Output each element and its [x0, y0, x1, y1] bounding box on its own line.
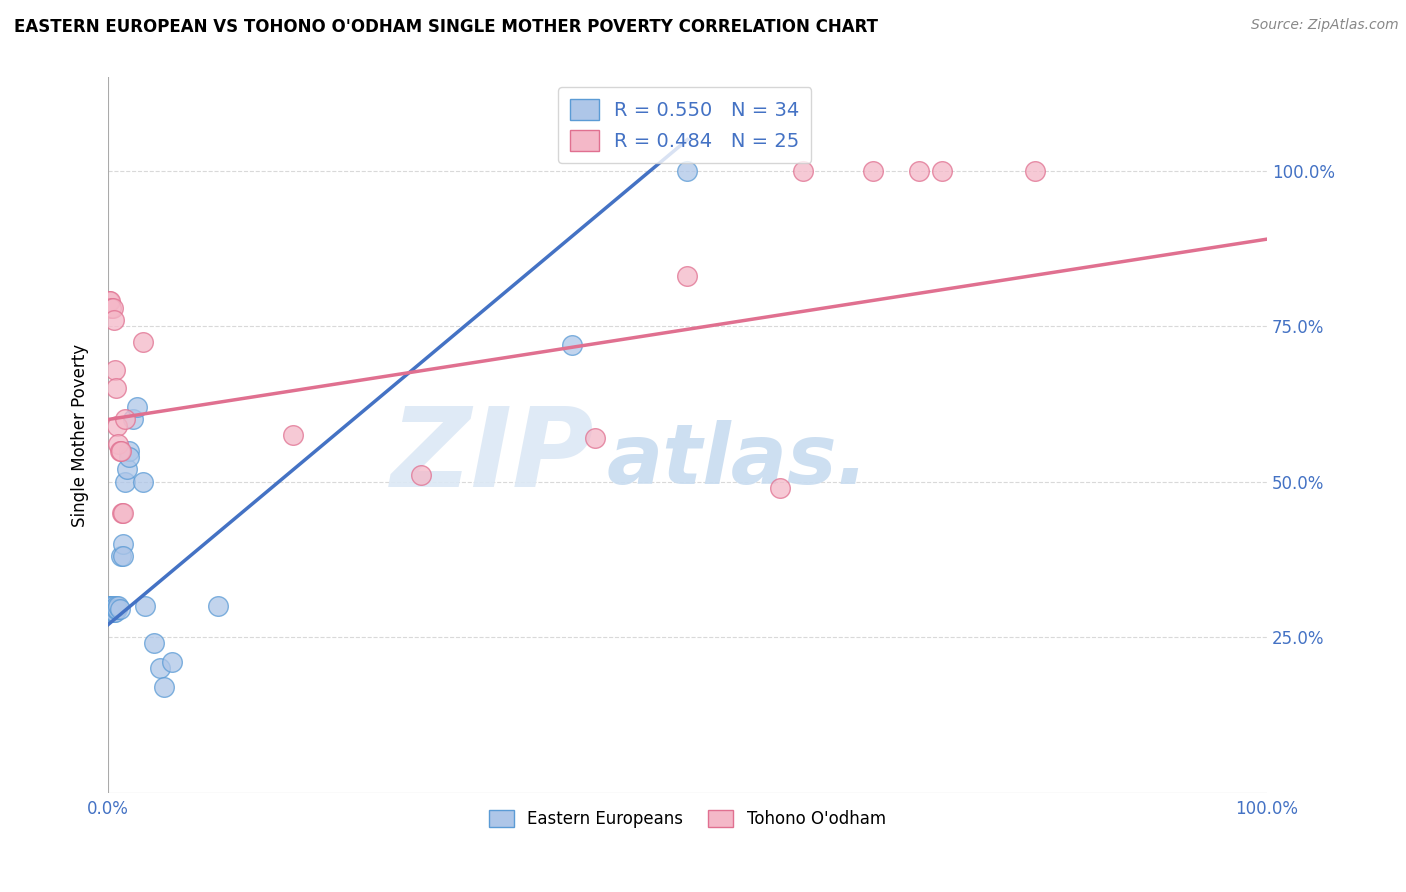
Point — [409, 468, 432, 483]
Point — [105, 599, 128, 613]
Point — [931, 163, 953, 178]
Point — [101, 301, 124, 315]
Point — [207, 599, 229, 613]
Point — [769, 481, 792, 495]
Point — [1024, 163, 1046, 178]
Point — [105, 602, 128, 616]
Point — [676, 269, 699, 284]
Point — [101, 599, 124, 613]
Point — [108, 443, 131, 458]
Text: ZIP: ZIP — [391, 403, 595, 510]
Point — [100, 602, 122, 616]
Point — [104, 605, 127, 619]
Text: Source: ZipAtlas.com: Source: ZipAtlas.com — [1251, 18, 1399, 32]
Point — [676, 163, 699, 178]
Text: EASTERN EUROPEAN VS TOHONO O'ODHAM SINGLE MOTHER POVERTY CORRELATION CHART: EASTERN EUROPEAN VS TOHONO O'ODHAM SINGL… — [14, 18, 879, 36]
Point — [110, 443, 132, 458]
Point — [132, 334, 155, 349]
Point — [107, 599, 129, 613]
Point — [108, 602, 131, 616]
Point — [152, 680, 174, 694]
Point — [143, 636, 166, 650]
Point — [160, 655, 183, 669]
Point — [561, 338, 583, 352]
Point — [110, 549, 132, 564]
Point — [112, 537, 135, 551]
Point — [105, 418, 128, 433]
Point — [103, 602, 125, 616]
Point — [583, 431, 606, 445]
Point — [125, 400, 148, 414]
Point — [107, 437, 129, 451]
Y-axis label: Single Mother Poverty: Single Mother Poverty — [72, 343, 89, 526]
Point — [132, 475, 155, 489]
Point — [112, 506, 135, 520]
Point — [115, 462, 138, 476]
Point — [122, 412, 145, 426]
Point — [98, 599, 121, 613]
Point — [111, 506, 134, 520]
Point — [104, 602, 127, 616]
Point — [101, 602, 124, 616]
Point — [105, 381, 128, 395]
Point — [114, 475, 136, 489]
Point — [114, 412, 136, 426]
Point — [149, 661, 172, 675]
Point — [98, 294, 121, 309]
Point — [103, 605, 125, 619]
Point — [98, 602, 121, 616]
Point — [908, 163, 931, 178]
Point — [283, 428, 305, 442]
Point — [104, 363, 127, 377]
Point — [100, 301, 122, 315]
Legend: Eastern Europeans, Tohono O'odham: Eastern Europeans, Tohono O'odham — [482, 803, 893, 834]
Point — [134, 599, 156, 613]
Point — [118, 450, 141, 464]
Point — [792, 163, 814, 178]
Point — [112, 549, 135, 564]
Point — [105, 602, 128, 616]
Text: atlas.: atlas. — [606, 419, 869, 500]
Point — [118, 443, 141, 458]
Point — [98, 599, 121, 613]
Point — [98, 294, 121, 309]
Point — [100, 605, 122, 619]
Point — [103, 313, 125, 327]
Point — [862, 163, 884, 178]
